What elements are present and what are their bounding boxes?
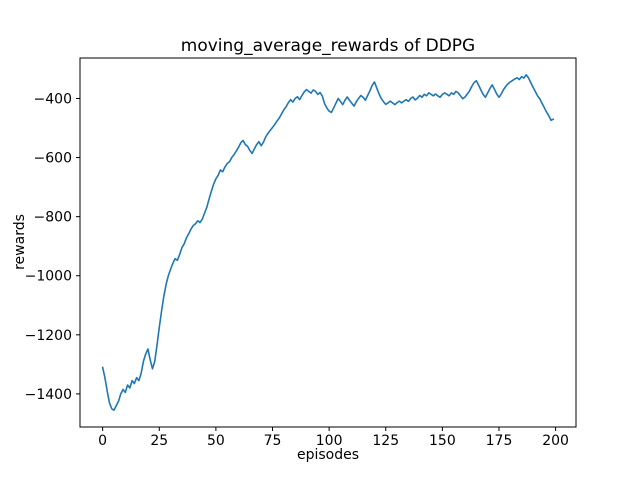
x-tick-label: 150 [429,433,456,449]
x-tick-label: 175 [486,433,513,449]
y-tick-label: −1200 [25,328,72,344]
x-tick-label: 25 [150,433,168,449]
x-tick-label: 75 [264,433,282,449]
x-tick-label: 200 [542,433,569,449]
x-tick-label: 50 [207,433,225,449]
chart-title: moving_average_rewards of DDPG [180,36,476,56]
x-tick-label: 0 [98,433,107,449]
plot-frame [79,57,577,428]
x-tick-label: 125 [372,433,399,449]
y-tick-label: −600 [34,151,72,167]
y-axis-label: rewards [12,214,28,270]
y-tick-label: −1400 [25,387,72,403]
x-axis-label: episodes [296,447,360,463]
x-tick-label: 100 [316,433,343,449]
y-tick-label: −400 [34,91,72,107]
series-line-moving-average-rewards [101,74,555,411]
y-tick-label: −1000 [25,269,72,285]
y-tick-label: −800 [34,210,72,226]
